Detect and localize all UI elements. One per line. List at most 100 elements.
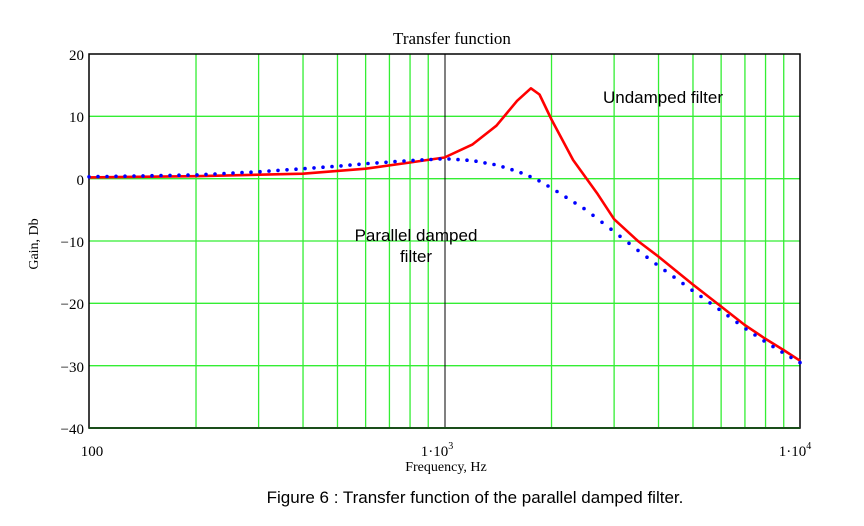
series-damped-dot	[123, 174, 127, 178]
series-damped-dot	[519, 171, 523, 175]
series-damped-dot	[105, 174, 109, 179]
series-damped-dot	[393, 159, 397, 164]
series-damped-dot	[753, 333, 757, 337]
series-damped-dot	[483, 161, 487, 165]
series-damped-dot	[699, 294, 703, 299]
series-damped-dot	[177, 173, 181, 177]
series-damped-dot	[141, 174, 145, 178]
series-damped-dot	[735, 320, 739, 325]
series-damped-dot	[204, 172, 208, 177]
series-damped-dot	[762, 339, 766, 343]
series-damped-dot	[186, 173, 190, 177]
series-damped-dot	[402, 159, 406, 163]
annotation-undamped: Undamped filter	[603, 88, 723, 107]
series-damped-dot	[744, 327, 748, 331]
series-damped-dot	[591, 213, 595, 218]
series-damped-dot	[267, 169, 271, 173]
series-damped-dot	[231, 171, 235, 175]
figure-caption: Figure 6 : Transfer function of the para…	[267, 488, 684, 507]
series-damped-dot	[609, 227, 613, 231]
x-tick-1e3: 1·103	[421, 441, 454, 460]
y-tick-minus40: −40	[61, 422, 84, 438]
series-damped-dot	[366, 161, 370, 166]
series-damped-dot	[114, 174, 118, 179]
series-damped-dot	[303, 166, 307, 171]
series-damped-dot	[411, 158, 415, 163]
series-damped-dot	[222, 171, 226, 176]
data-series	[87, 87, 802, 365]
series-damped-dot	[249, 170, 253, 174]
series-damped-dot	[339, 164, 343, 168]
series-undamped-line	[88, 87, 801, 362]
series-damped-dot	[195, 173, 199, 177]
series-damped-dot	[582, 206, 586, 211]
series-damped-dot	[96, 174, 100, 179]
series-damped-dot	[627, 241, 631, 246]
series-damped-dot	[312, 166, 316, 170]
y-tick-labels: 20 10 0 −10 −20 −30 −40	[61, 48, 84, 438]
series-damped-dot	[375, 161, 379, 165]
series-damped-dot	[492, 162, 496, 167]
annotation-damped-line2: filter	[400, 247, 432, 266]
series-damped-dot	[681, 281, 685, 286]
series-damped-dot	[132, 174, 136, 178]
series-damped-dot	[384, 160, 388, 165]
series-damped-dot	[438, 157, 442, 161]
x-tick-1e3-exp: 3	[448, 441, 453, 452]
series-damped-dot	[321, 165, 325, 169]
series-damped-dot	[168, 173, 172, 178]
x-tick-1e4-exp: 4	[806, 441, 811, 452]
x-tick-100: 100	[81, 444, 104, 460]
series-damped-dot	[348, 163, 352, 167]
x-axis-label: Frequency, Hz	[405, 460, 487, 475]
series-damped-dot	[87, 175, 91, 179]
series-damped-dot	[285, 168, 289, 172]
series-damped-dot	[330, 164, 334, 169]
y-tick-minus10: −10	[61, 235, 84, 251]
series-damped-dot	[501, 165, 505, 169]
series-damped-dot	[789, 355, 793, 360]
series-damped-dot	[600, 220, 604, 225]
y-tick-0: 0	[77, 173, 85, 189]
series-damped-dot	[672, 275, 676, 279]
series-damped-dot	[456, 157, 460, 162]
series-damped-dot	[690, 288, 694, 293]
annotation-damped-line1: Parallel damped	[355, 226, 478, 245]
y-tick-minus30: −30	[61, 360, 84, 376]
series-damped-dot	[528, 174, 532, 179]
series-damped-dot	[771, 344, 775, 349]
series-damped-dot	[420, 158, 424, 162]
series-damped-dot	[717, 307, 721, 312]
y-tick-minus20: −20	[61, 297, 84, 313]
y-axis-label: Gain, Db	[27, 218, 42, 269]
series-damped-dot	[780, 350, 784, 354]
series-damped-dot	[546, 184, 550, 188]
series-damped-dot	[618, 234, 622, 239]
series-damped-dot	[213, 172, 217, 176]
series-damped-dot	[708, 301, 712, 305]
series-damped-dot	[645, 255, 649, 259]
series-damped-dot	[663, 268, 667, 273]
series-damped-dot	[654, 262, 658, 266]
y-tick-20: 20	[69, 48, 84, 64]
series-damped-dot	[357, 162, 361, 167]
series-damped-dot	[159, 173, 163, 178]
series-damped-dot	[537, 179, 541, 183]
series-damped-dot	[447, 157, 451, 161]
series-damped-dot	[726, 314, 730, 318]
series-damped-dot	[276, 168, 280, 173]
series-damped-dot	[636, 248, 640, 253]
series-damped-dot	[573, 201, 577, 205]
x-tick-1e4: 1·104	[779, 441, 812, 460]
series-damped-dot	[564, 195, 568, 199]
x-tick-1e4-base: 1·10	[779, 444, 807, 460]
series-damped-dot	[555, 189, 559, 194]
series-damped-dot	[240, 170, 244, 175]
chart-title: Transfer function	[393, 29, 511, 48]
y-tick-10: 10	[69, 110, 84, 126]
series-damped-dot	[474, 159, 478, 163]
x-tick-1e3-base: 1·10	[421, 444, 449, 460]
series-damped-dot	[465, 158, 469, 162]
series-damped-dot	[294, 167, 298, 171]
